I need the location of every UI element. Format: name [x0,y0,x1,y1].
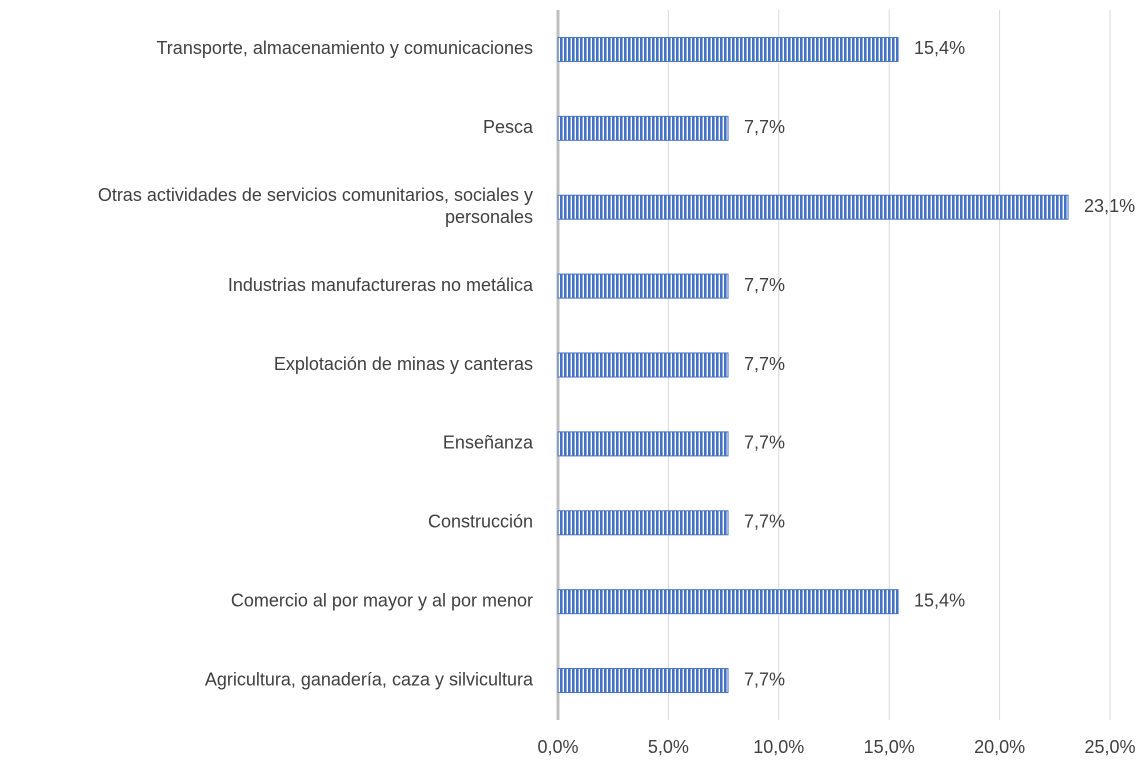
x-tick-label: 15,0% [864,737,915,757]
y-tick-label: Transporte, almacenamiento y comunicacio… [156,38,533,58]
bar [557,510,729,536]
bar [557,273,729,299]
x-tick-label: 10,0% [753,737,804,757]
bar [557,431,729,457]
x-tick-label: 20,0% [974,737,1025,757]
bar [557,668,729,694]
value-label: 7,7% [744,669,785,689]
value-label: 7,7% [744,275,785,295]
y-tick-label: Enseñanza [443,433,534,453]
x-tick-label: 25,0% [1084,737,1135,757]
y-tick-label: Industrias manufactureras no metálica [228,275,534,295]
y-tick-label: Construcción [428,512,533,532]
value-label: 15,4% [914,38,965,58]
x-tick-label: 0,0% [537,737,578,757]
bar [557,36,899,62]
y-tick-label: Explotación de minas y canteras [274,354,533,374]
bar [557,352,729,378]
y-tick-label: Agricultura, ganadería, caza y silvicult… [205,669,534,689]
value-label: 7,7% [744,354,785,374]
x-tick-label: 5,0% [648,737,689,757]
bar [557,194,1069,220]
value-label: 23,1% [1084,196,1135,216]
y-tick-label: Otras actividades de servicios comunitar… [98,185,533,227]
y-tick-label: Comercio al por mayor y al por menor [231,590,533,610]
value-label: 7,7% [744,117,785,137]
value-label: 7,7% [744,433,785,453]
value-label: 15,4% [914,590,965,610]
bar [557,115,729,141]
y-tick-label: Pesca [483,117,534,137]
bar [557,589,899,615]
value-label: 7,7% [744,512,785,532]
